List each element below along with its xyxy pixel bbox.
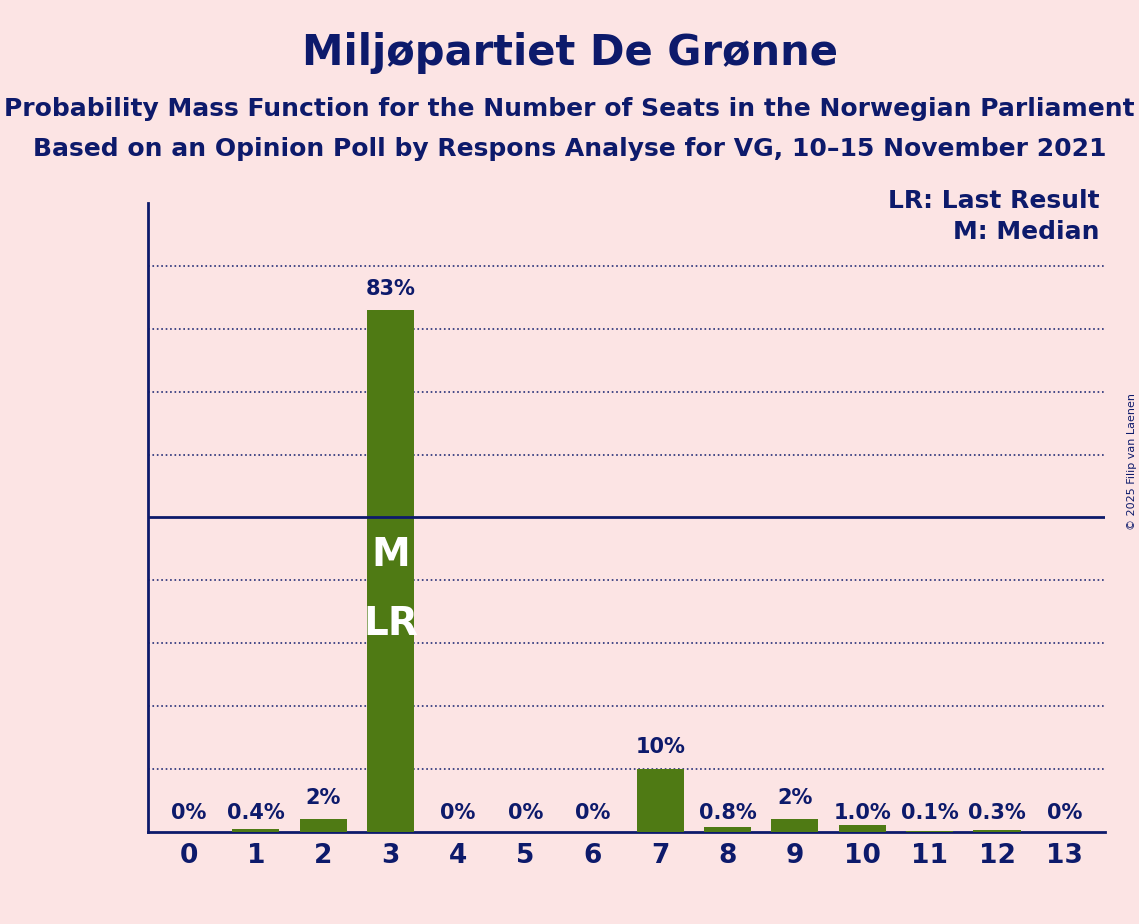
Text: LR: Last Result: LR: Last Result <box>887 189 1099 213</box>
Text: 10%: 10% <box>636 737 685 758</box>
Text: 0.3%: 0.3% <box>968 804 1026 823</box>
Bar <box>637 769 683 832</box>
Text: M: Median: M: Median <box>952 220 1099 244</box>
Text: 0.4%: 0.4% <box>227 804 285 823</box>
Bar <box>974 830 1021 832</box>
Text: M: M <box>371 536 410 574</box>
Text: 0%: 0% <box>575 804 611 823</box>
Bar <box>771 819 819 832</box>
Text: LR: LR <box>363 605 418 643</box>
Text: 0%: 0% <box>441 804 476 823</box>
Text: Probability Mass Function for the Number of Seats in the Norwegian Parliament: Probability Mass Function for the Number… <box>5 97 1134 121</box>
Text: 0%: 0% <box>171 804 206 823</box>
Text: 0%: 0% <box>508 804 543 823</box>
Bar <box>300 819 347 832</box>
Bar <box>838 825 886 832</box>
Text: © 2025 Filip van Laenen: © 2025 Filip van Laenen <box>1126 394 1137 530</box>
Text: 0.1%: 0.1% <box>901 804 959 823</box>
Text: 0%: 0% <box>1047 804 1082 823</box>
Bar <box>704 827 751 832</box>
Text: Based on an Opinion Poll by Respons Analyse for VG, 10–15 November 2021: Based on an Opinion Poll by Respons Anal… <box>33 137 1106 161</box>
Bar <box>232 829 279 832</box>
Text: 2%: 2% <box>777 788 812 808</box>
Text: 1.0%: 1.0% <box>834 804 891 823</box>
Text: 0.8%: 0.8% <box>698 804 756 823</box>
Text: Miljøpartiet De Grønne: Miljøpartiet De Grønne <box>302 32 837 74</box>
Text: 83%: 83% <box>366 279 416 298</box>
Bar <box>367 310 415 832</box>
Text: 2%: 2% <box>305 788 341 808</box>
